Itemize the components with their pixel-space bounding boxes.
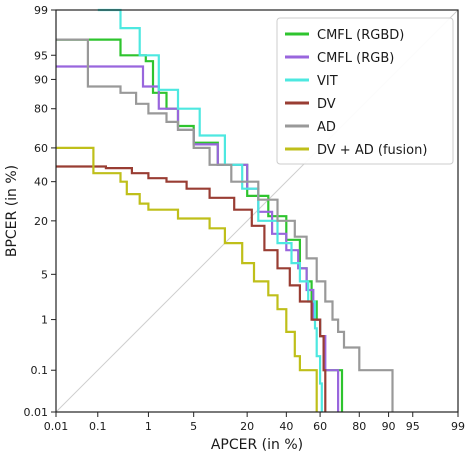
- y-tick-label: 0.1: [31, 364, 49, 377]
- series-line-6: [56, 146, 318, 412]
- y-tick-label: 99: [34, 4, 48, 17]
- y-tick-label: 0.01: [24, 406, 49, 419]
- y-tick-label: 5: [41, 268, 48, 281]
- x-tick-label: 40: [279, 420, 293, 433]
- y-tick-label: 95: [34, 49, 48, 62]
- x-tick-label: 20: [240, 420, 254, 433]
- legend-label-4: DV: [317, 97, 336, 112]
- plot-frame: [55, 9, 459, 413]
- x-tick-label: 1: [145, 420, 152, 433]
- x-tick-label: 0.01: [44, 420, 69, 433]
- x-tick-label: 99: [451, 420, 465, 433]
- legend: CMFL (RGBD) CMFL (RGB) VIT DV AD DV + AD (fus…: [276, 17, 454, 165]
- y-tick-label: 90: [34, 73, 48, 86]
- legend-label-2: CMFL (RGB): [317, 51, 394, 66]
- y-tick-label: 40: [34, 176, 48, 189]
- y-tick-label: 1: [41, 314, 48, 327]
- series-line-3: [97, 8, 323, 412]
- legend-box: [276, 17, 454, 165]
- x-axis-label: APCER (in %): [211, 437, 303, 453]
- x-tick-label: 80: [352, 420, 366, 433]
- ticks-layer: 0.01 0.1 1 5 20 40 60 80 90 95 99 0.01 0.1 1 5 20 40 60 80…: [24, 4, 466, 433]
- y-tick-label: 60: [34, 142, 48, 155]
- x-tick-label: 0.1: [89, 420, 107, 433]
- series-line-5: [56, 38, 394, 412]
- series-layer: [56, 8, 394, 412]
- x-tick-label: 90: [382, 420, 396, 433]
- y-tick-label: 80: [34, 103, 48, 116]
- legend-label-3: VIT: [317, 74, 338, 89]
- x-tick-label: 5: [190, 420, 197, 433]
- y-axis-label: BPCER (in %): [4, 165, 20, 257]
- legend-label-5: AD: [317, 120, 336, 135]
- frame-layer: [55, 9, 459, 413]
- legend-label-1: CMFL (RGBD): [317, 28, 404, 43]
- x-tick-label: 95: [406, 420, 420, 433]
- x-tick-label: 60: [313, 420, 327, 433]
- y-tick-label: 20: [34, 215, 48, 228]
- series-line-4: [56, 165, 327, 412]
- legend-label-6: DV + AD (fusion): [317, 143, 427, 158]
